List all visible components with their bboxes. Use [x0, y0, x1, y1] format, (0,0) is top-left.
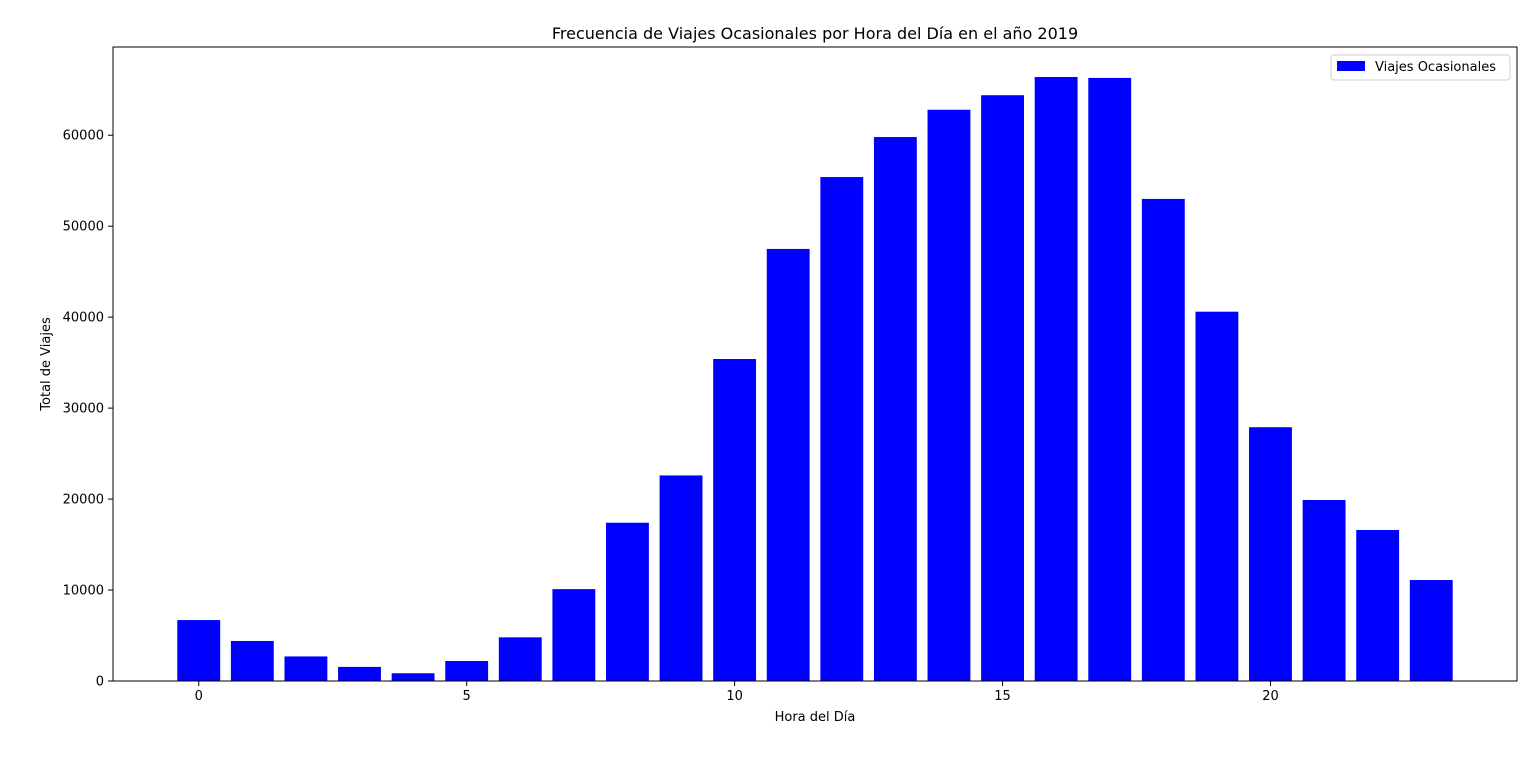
x-tick-label: 0: [195, 689, 203, 704]
bar-hour-12: [820, 177, 864, 681]
bar-hour-17: [1088, 77, 1132, 682]
bar-hour-14: [927, 109, 971, 681]
bar-hour-5: [445, 660, 489, 681]
bar-hour-13: [873, 137, 917, 682]
bar-hour-3: [338, 666, 381, 681]
bar-hour-23: [1409, 580, 1453, 681]
bar-hour-20: [1249, 427, 1292, 681]
legend-frame: [1330, 54, 1511, 81]
bar-hour-18: [1141, 198, 1185, 681]
x-tick-label: 20: [1262, 689, 1279, 704]
bar-hour-7: [552, 589, 596, 681]
bar-hour-15: [981, 95, 1024, 681]
x-axis-label: Hora del Día: [775, 710, 856, 725]
legend: Viajes Ocasionales: [1330, 54, 1511, 81]
x-tick-label: 15: [994, 689, 1011, 704]
x-axis-ticks: 0 5 10 15 20: [195, 681, 1279, 704]
y-tick-label: 20000: [63, 493, 104, 508]
bar-hour-21: [1302, 499, 1346, 681]
y-tick-label: 40000: [63, 311, 104, 326]
y-tick-label: 0: [96, 675, 104, 690]
legend-swatch: [1337, 61, 1365, 71]
legend-label: Viajes Ocasionales: [1375, 60, 1496, 75]
bar-hour-6: [498, 637, 542, 681]
bar-hour-10: [713, 359, 757, 681]
bar-hour-1: [230, 640, 274, 681]
bar-hour-0: [177, 620, 221, 681]
bar-hour-8: [606, 522, 649, 681]
chart-title: Frecuencia de Viajes Ocasionales por Hor…: [552, 24, 1078, 43]
y-tick-label: 10000: [63, 584, 104, 599]
plot-frame: [112, 46, 1518, 682]
bar-hour-4: [391, 673, 435, 681]
y-tick-label: 60000: [63, 129, 104, 144]
x-tick-label: 10: [726, 689, 743, 704]
bars-group: [177, 77, 1453, 682]
y-tick-label: 30000: [63, 402, 104, 417]
bar-hour-16: [1034, 77, 1078, 681]
bar-hour-9: [659, 475, 703, 681]
y-axis-label: Total de Viajes: [39, 317, 54, 412]
x-tick-label: 5: [463, 689, 471, 704]
bar-hour-19: [1195, 311, 1239, 681]
y-axis-ticks: 0 10000 20000 30000 40000 50000 60000: [63, 129, 113, 690]
bar-hour-22: [1356, 530, 1400, 681]
y-tick-label: 50000: [63, 220, 104, 235]
bar-hour-11: [766, 248, 810, 681]
bar-hour-2: [284, 656, 328, 681]
